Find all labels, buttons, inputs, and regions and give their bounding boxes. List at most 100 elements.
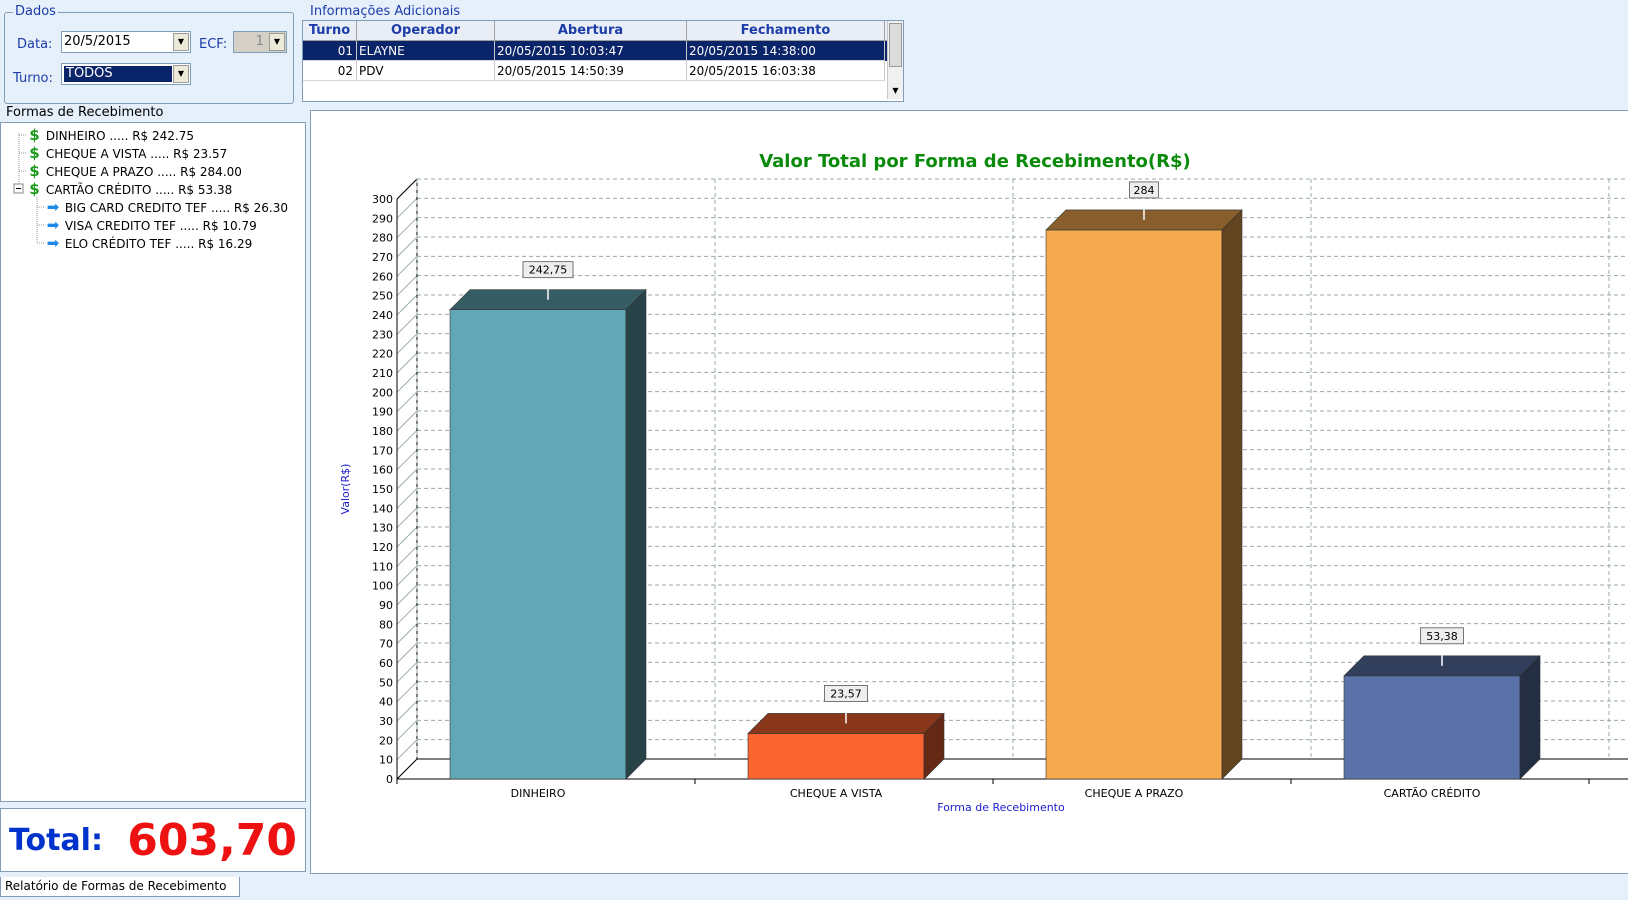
bar xyxy=(449,309,627,780)
tree-item-cheque-prazo[interactable]: $ CHEQUE A PRAZO ..... R$ 284.00 xyxy=(27,162,242,180)
y-tick-label: 220 xyxy=(372,348,393,361)
y-tick-label: 70 xyxy=(379,638,393,651)
gridline-side xyxy=(396,333,418,355)
table-header: Turno Operador Abertura Fechamento xyxy=(303,21,903,41)
y-tick-label: 270 xyxy=(372,251,393,264)
gridline-side xyxy=(396,507,418,529)
tab-relatorio[interactable]: Relatório de Formas de Recebimento xyxy=(0,877,240,897)
chart-title: Valor Total por Forma de Recebimento(R$) xyxy=(759,151,1191,172)
header-fechamento[interactable]: Fechamento xyxy=(687,21,885,40)
arrow-right-icon: ➡ xyxy=(46,216,60,234)
gridline-side xyxy=(396,681,418,703)
table-row[interactable]: 01 ELAYNE 20/05/2015 10:03:47 20/05/2015… xyxy=(303,41,903,61)
tree-item-label: CHEQUE A PRAZO ..... R$ 284.00 xyxy=(45,165,242,179)
bar-side xyxy=(923,712,945,780)
turno-label: Turno: xyxy=(13,71,53,86)
table-row[interactable]: 02 PDV 20/05/2015 14:50:39 20/05/2015 16… xyxy=(303,61,903,81)
data-label: 23,57 xyxy=(830,687,862,700)
header-turno[interactable]: Turno xyxy=(303,21,357,40)
tree-item-label: VISA CREDITO TEF ..... R$ 10.79 xyxy=(64,219,257,233)
chevron-down-icon[interactable]: ▼ xyxy=(173,33,189,51)
tree-item-visa[interactable]: ➡ VISA CREDITO TEF ..... R$ 10.79 xyxy=(45,216,257,234)
y-tick-label: 240 xyxy=(372,309,393,322)
cell-turno: 02 xyxy=(303,61,357,81)
data-label: 284 xyxy=(1134,184,1155,197)
formas-tree: $ DINHEIRO ..... R$ 242.75 $ CHEQUE A VI… xyxy=(0,122,306,802)
gridline-side xyxy=(396,642,418,664)
gridline-side xyxy=(396,255,418,277)
dollar-icon: $ xyxy=(29,180,40,198)
dollar-icon: $ xyxy=(29,126,40,144)
cell-operador: ELAYNE xyxy=(357,41,495,61)
data-label: 242,75 xyxy=(529,264,568,277)
tree-item-label: CHEQUE A VISTA ..... R$ 23.57 xyxy=(45,147,228,161)
tree-item-cheque-vista[interactable]: $ CHEQUE A VISTA ..... R$ 23.57 xyxy=(27,144,227,162)
cell-turno: 01 xyxy=(303,41,357,61)
tree-item-label: ELO CRÉDITO TEF ..... R$ 16.29 xyxy=(64,237,253,251)
dollar-icon: $ xyxy=(29,162,40,180)
y-tick-label: 190 xyxy=(372,406,393,419)
turno-value: TODOS xyxy=(64,66,172,82)
gridline-side xyxy=(396,236,418,258)
y-tick-label: 30 xyxy=(379,715,393,728)
tree-item-big-card[interactable]: ➡ BIG CARD CREDITO TEF ..... R$ 26.30 xyxy=(45,198,288,216)
gridline-side xyxy=(396,429,418,451)
gridline-side xyxy=(396,410,418,432)
y-tick-label: 280 xyxy=(372,232,393,245)
gridline-side xyxy=(396,313,418,335)
data-label-box xyxy=(1420,627,1464,645)
cell-abertura: 20/05/2015 14:50:39 xyxy=(495,61,687,81)
gridline-side xyxy=(396,565,418,587)
data-picker[interactable]: 20/5/2015 ▼ xyxy=(61,31,191,53)
tree-item-dinheiro[interactable]: $ DINHEIRO ..... R$ 242.75 xyxy=(27,126,194,144)
tree-item-elo[interactable]: ➡ ELO CRÉDITO TEF ..... R$ 16.29 xyxy=(45,234,253,252)
header-abertura[interactable]: Abertura xyxy=(495,21,687,40)
data-label: Data: xyxy=(17,37,53,52)
table-scrollbar[interactable]: ▼ xyxy=(887,21,903,99)
y-tick-label: 290 xyxy=(372,212,393,225)
gridline-side xyxy=(396,661,418,683)
gridline-side xyxy=(396,391,418,413)
scrollbar-thumb[interactable] xyxy=(889,23,902,67)
y-tick-label: 170 xyxy=(372,444,393,457)
arrow-right-icon: ➡ xyxy=(46,234,60,252)
y-tick-label: 50 xyxy=(379,676,393,689)
y-tick-label: 160 xyxy=(372,464,393,477)
bar-side xyxy=(625,288,647,780)
data-value: 20/5/2015 xyxy=(64,34,131,49)
y-tick-label: 250 xyxy=(372,290,393,303)
x-tick-label: CHEQUE A VISTA xyxy=(790,787,883,800)
total-label: Total: xyxy=(9,823,103,858)
dados-title: Dados xyxy=(13,4,58,19)
bar-side xyxy=(1519,655,1541,780)
tree-item-label: CARTÃO CRÉDITO ..... R$ 53.38 xyxy=(45,183,233,197)
gridline-side xyxy=(396,526,418,548)
chevron-down-icon[interactable]: ▼ xyxy=(173,65,189,83)
info-group: Informações Adicionais xyxy=(300,5,904,104)
x-tick-label: CARTÃO CRÉDITO xyxy=(1384,787,1481,800)
bar xyxy=(1343,675,1521,780)
gridline-side xyxy=(396,487,418,509)
y-tick-label: 80 xyxy=(379,618,393,631)
total-value: 603,70 xyxy=(127,815,297,866)
ecf-select: 1 ▼ xyxy=(233,31,287,53)
wall-top-edge xyxy=(396,178,418,200)
tree-connector-lines xyxy=(13,133,45,244)
header-operador[interactable]: Operador xyxy=(357,21,495,40)
y-tick-label: 200 xyxy=(372,386,393,399)
chevron-down-icon[interactable]: ▼ xyxy=(892,86,899,95)
bar-chart: 0 10 20 30 40 50 60 70 80 90 100 110 120 130 140 150 160… xyxy=(339,178,1628,814)
y-tick-label: 110 xyxy=(372,560,393,573)
y-tick-label: 230 xyxy=(372,328,393,341)
gridline-side xyxy=(396,217,418,239)
dollar-icon: $ xyxy=(29,144,40,162)
info-title: Informações Adicionais xyxy=(308,4,463,19)
gridline-side xyxy=(396,623,418,645)
y-tick-label: 210 xyxy=(372,367,393,380)
gridline-side xyxy=(396,603,418,625)
x-tick-label: DINHEIRO xyxy=(511,787,566,800)
y-tick-label: 60 xyxy=(379,657,393,670)
turno-select[interactable]: TODOS ▼ xyxy=(61,63,191,85)
tree-item-cartao-credito[interactable]: $ CARTÃO CRÉDITO ..... R$ 53.38 xyxy=(27,180,232,198)
y-tick-label: 130 xyxy=(372,522,393,535)
